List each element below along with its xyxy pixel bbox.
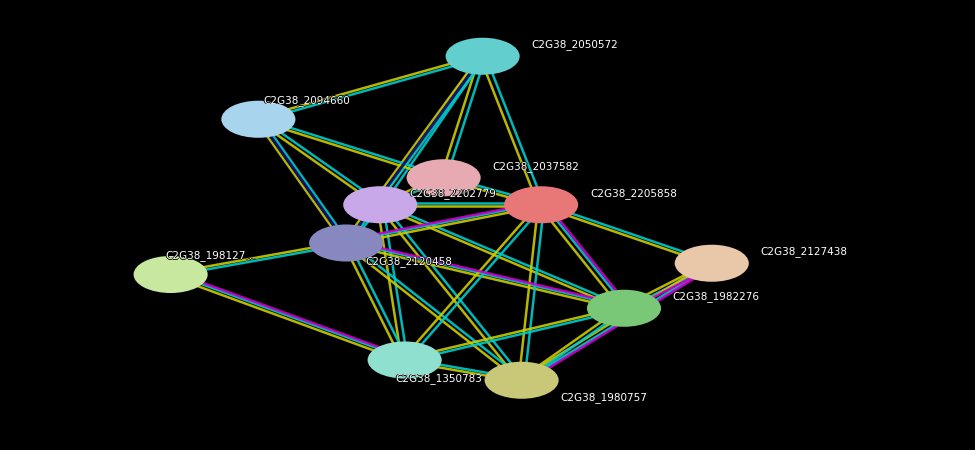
- Text: C2G38_2094660: C2G38_2094660: [264, 95, 351, 106]
- Text: C2G38_2205858: C2G38_2205858: [591, 188, 678, 199]
- Text: C2G38_2127438: C2G38_2127438: [760, 246, 847, 257]
- Ellipse shape: [504, 186, 578, 223]
- Text: C2G38_1350783: C2G38_1350783: [395, 373, 482, 384]
- Text: C2G38_2050572: C2G38_2050572: [530, 40, 617, 50]
- Text: C2G38_1350783: C2G38_1350783: [396, 374, 483, 384]
- Text: C2G38_2094660: C2G38_2094660: [263, 95, 350, 106]
- Text: C2G38_1980757: C2G38_1980757: [561, 392, 647, 402]
- Text: C2G38_198127...: C2G38_198127...: [165, 250, 255, 261]
- Text: C2G38_198127...: C2G38_198127...: [166, 250, 256, 261]
- Text: C2G38_2205858: C2G38_2205858: [589, 188, 676, 199]
- Text: C2G38_2127438: C2G38_2127438: [760, 247, 846, 257]
- Ellipse shape: [407, 159, 481, 196]
- Text: C2G38_1982276: C2G38_1982276: [674, 292, 760, 302]
- Text: C2G38_2205858: C2G38_2205858: [590, 189, 677, 199]
- Text: C2G38_2050572: C2G38_2050572: [531, 40, 618, 51]
- Ellipse shape: [343, 186, 417, 223]
- Text: C2G38_2094660: C2G38_2094660: [263, 95, 350, 106]
- Text: C2G38_2120458: C2G38_2120458: [365, 256, 451, 267]
- Text: C2G38_1982276: C2G38_1982276: [673, 292, 760, 303]
- Text: C2G38_2120458: C2G38_2120458: [366, 256, 452, 267]
- Text: C2G38_2205858: C2G38_2205858: [590, 188, 677, 198]
- Text: C2G38_2094660: C2G38_2094660: [263, 94, 350, 105]
- Ellipse shape: [221, 101, 295, 138]
- Text: C2G38_2037582: C2G38_2037582: [491, 161, 578, 172]
- Text: C2G38_2127438: C2G38_2127438: [760, 247, 847, 258]
- Text: C2G38_2120458: C2G38_2120458: [366, 257, 452, 268]
- Text: C2G38_2050572: C2G38_2050572: [531, 40, 618, 50]
- Ellipse shape: [675, 245, 749, 282]
- Text: C2G38_2202779: C2G38_2202779: [410, 189, 496, 199]
- Text: C2G38_198127...: C2G38_198127...: [166, 250, 256, 261]
- Ellipse shape: [485, 362, 559, 399]
- Ellipse shape: [134, 256, 208, 293]
- Text: C2G38_1980757: C2G38_1980757: [561, 392, 647, 403]
- Text: C2G38_2202779: C2G38_2202779: [410, 188, 496, 198]
- Text: C2G38_2202779: C2G38_2202779: [409, 188, 495, 199]
- Ellipse shape: [446, 38, 520, 75]
- Text: C2G38_198127...: C2G38_198127...: [166, 251, 256, 261]
- Text: C2G38_2202779: C2G38_2202779: [410, 188, 497, 199]
- Text: C2G38_2205858: C2G38_2205858: [590, 188, 677, 199]
- Ellipse shape: [368, 342, 442, 378]
- Ellipse shape: [309, 225, 383, 261]
- Text: C2G38_2094660: C2G38_2094660: [262, 95, 349, 106]
- Text: C2G38_2127438: C2G38_2127438: [760, 247, 847, 257]
- Text: C2G38_2202779: C2G38_2202779: [410, 188, 496, 199]
- Text: C2G38_1980757: C2G38_1980757: [560, 392, 646, 403]
- Text: C2G38_1350783: C2G38_1350783: [395, 374, 482, 385]
- Text: C2G38_2050572: C2G38_2050572: [531, 39, 618, 50]
- Text: C2G38_1980757: C2G38_1980757: [562, 392, 648, 403]
- Text: C2G38_2050572: C2G38_2050572: [532, 40, 619, 50]
- Text: C2G38_1982276: C2G38_1982276: [673, 291, 760, 302]
- Text: C2G38_2037582: C2G38_2037582: [492, 162, 579, 172]
- Text: C2G38_2127438: C2G38_2127438: [761, 247, 848, 257]
- Text: C2G38_198127...: C2G38_198127...: [167, 250, 257, 261]
- Text: C2G38_1982276: C2G38_1982276: [673, 292, 760, 302]
- Text: C2G38_2120458: C2G38_2120458: [366, 256, 452, 267]
- Text: C2G38_1980757: C2G38_1980757: [561, 392, 647, 403]
- Text: C2G38_2037582: C2G38_2037582: [492, 161, 579, 171]
- Ellipse shape: [587, 290, 661, 327]
- Text: C2G38_1982276: C2G38_1982276: [672, 292, 759, 302]
- Text: C2G38_2120458: C2G38_2120458: [367, 256, 453, 267]
- Text: C2G38_2037582: C2G38_2037582: [492, 161, 579, 172]
- Text: C2G38_1350783: C2G38_1350783: [395, 374, 482, 384]
- Text: C2G38_1350783: C2G38_1350783: [394, 374, 481, 384]
- Text: C2G38_2037582: C2G38_2037582: [493, 161, 580, 172]
